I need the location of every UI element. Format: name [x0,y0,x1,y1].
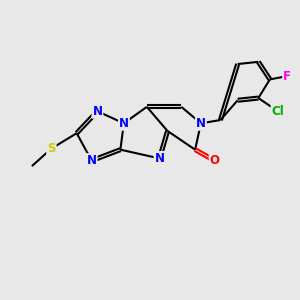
Text: Cl: Cl [272,105,284,118]
Text: F: F [283,70,291,83]
Text: N: N [92,105,102,118]
Text: N: N [119,117,129,130]
Text: O: O [210,154,220,167]
Text: N: N [154,152,164,165]
Text: N: N [196,117,206,130]
Text: S: S [47,142,56,155]
Text: N: N [87,154,97,167]
